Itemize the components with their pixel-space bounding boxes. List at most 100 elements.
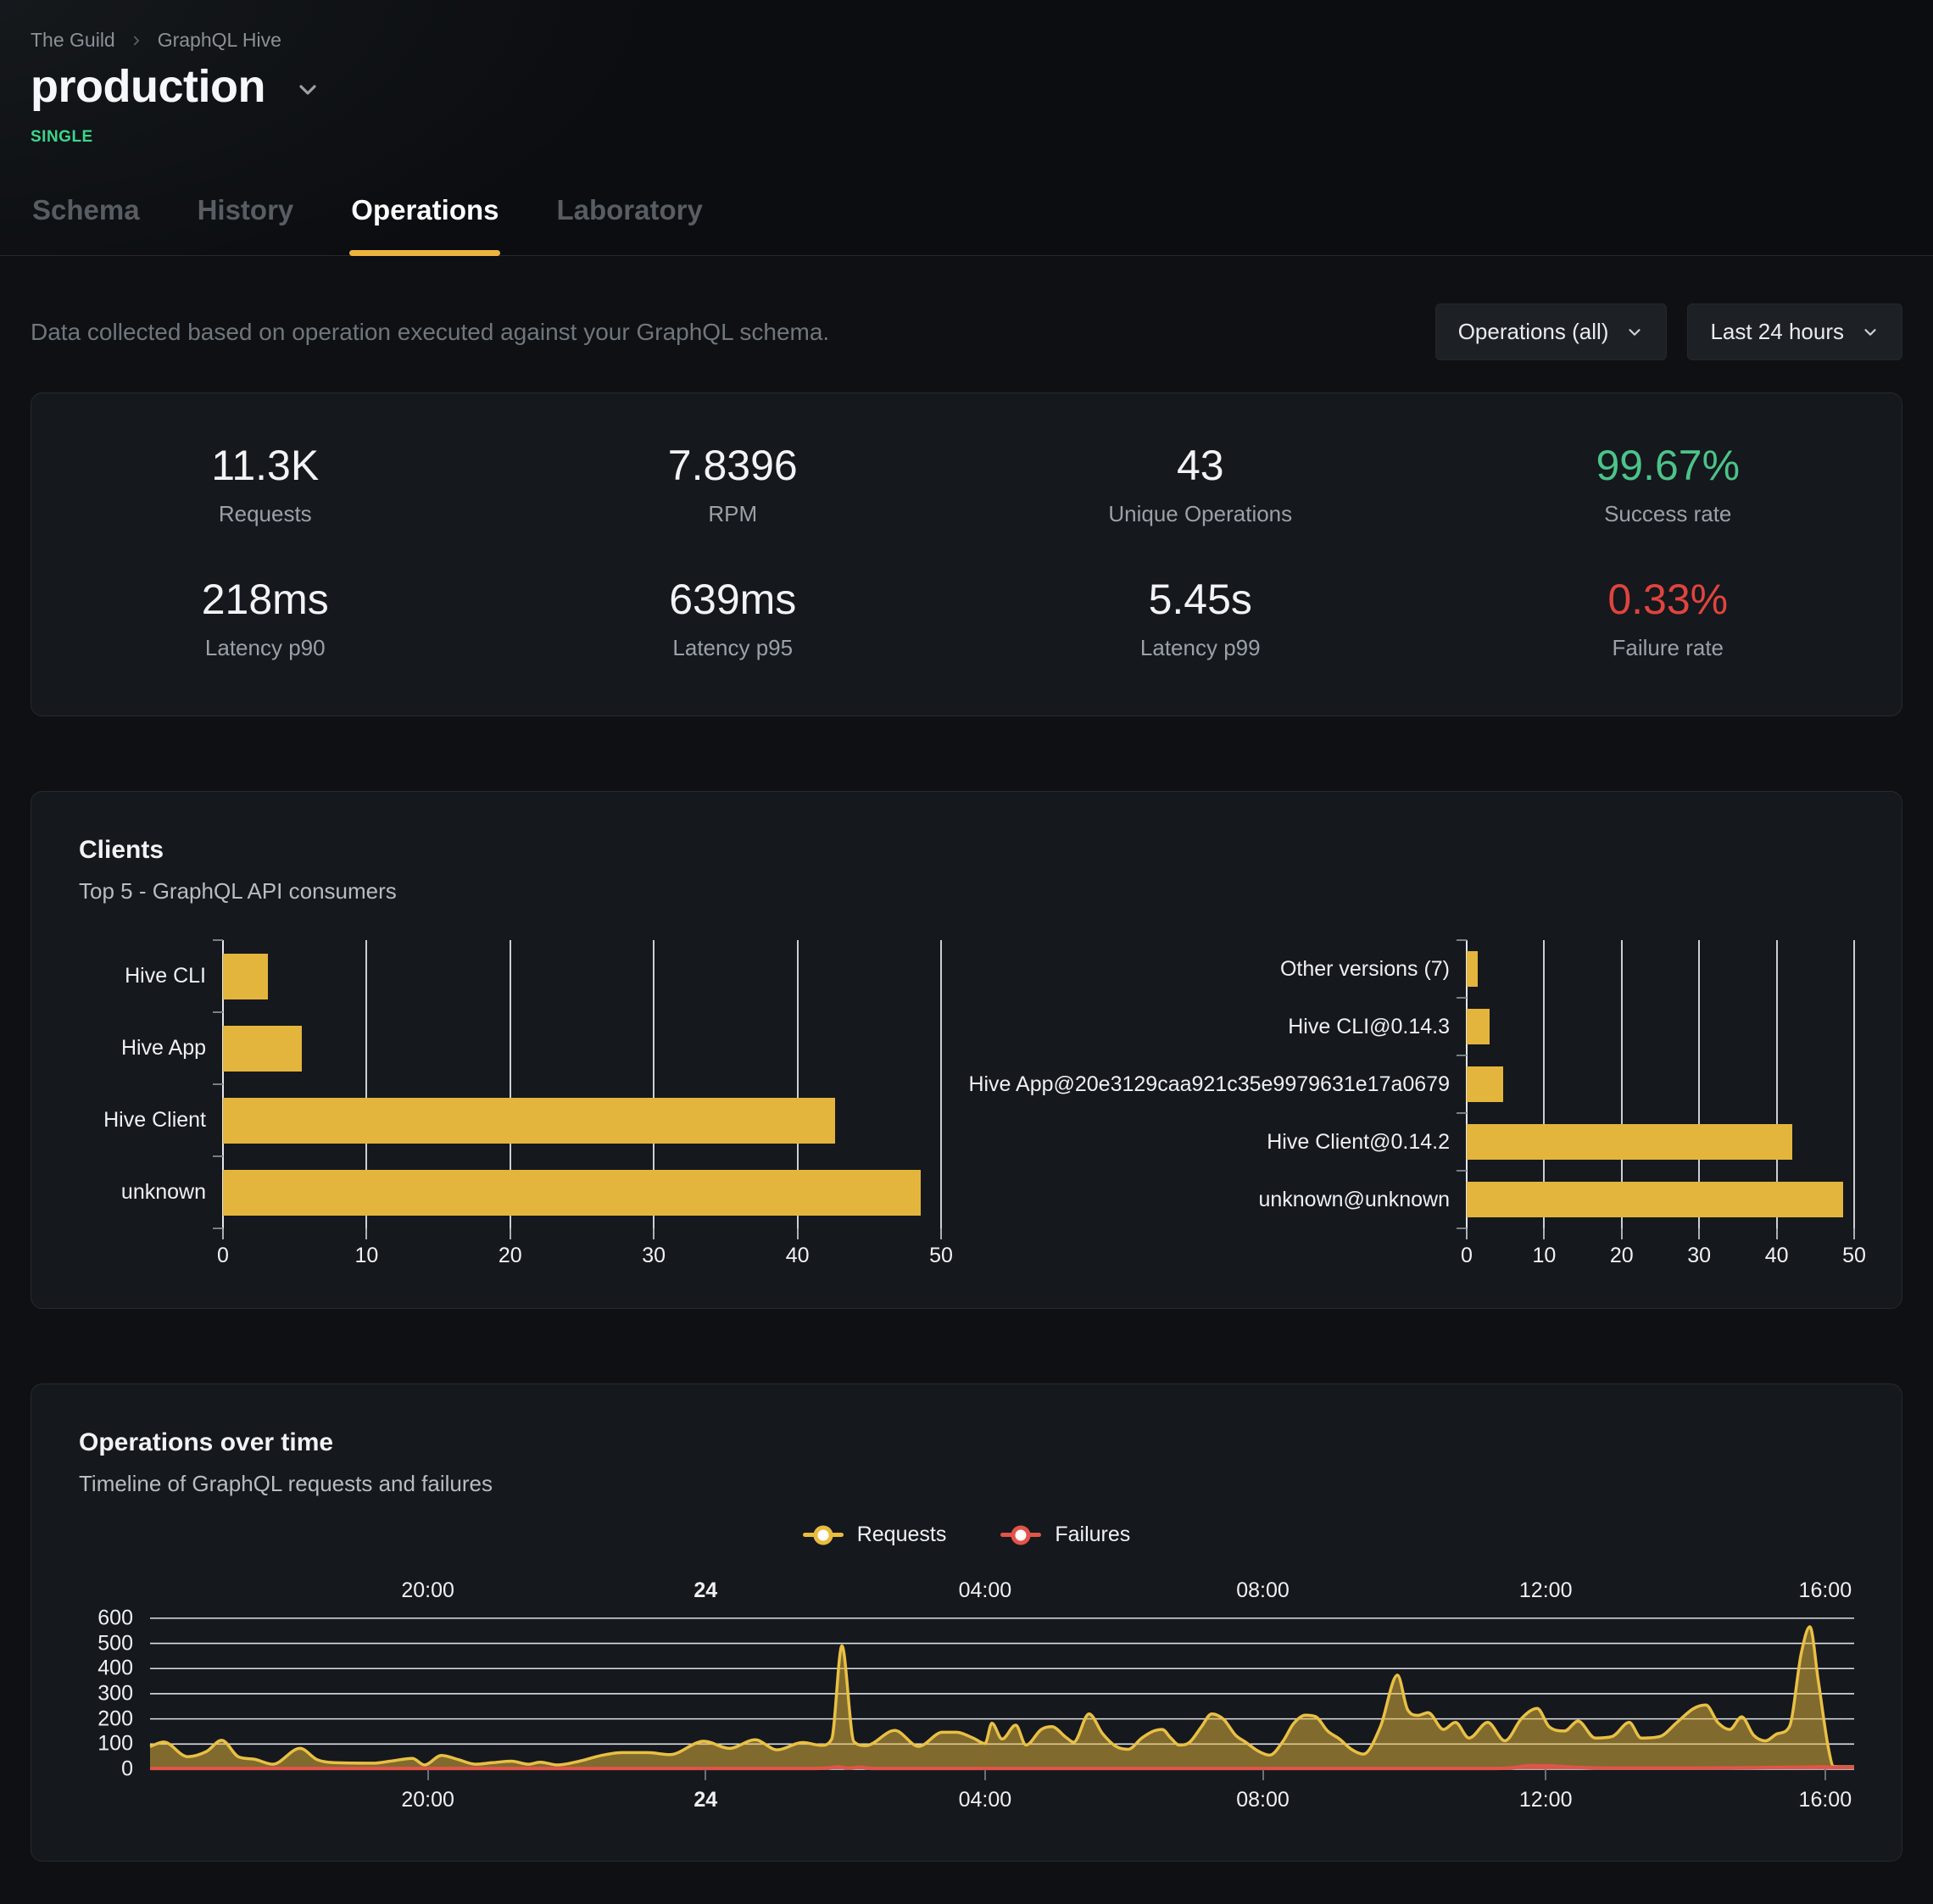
y-axis-tick xyxy=(1457,1112,1467,1114)
x-axis-tick-label: 08:00 xyxy=(1236,1578,1290,1602)
x-axis-tick-label: 12:00 xyxy=(1518,1578,1573,1602)
bar xyxy=(1467,1182,1844,1217)
x-axis-tick-label: 50 xyxy=(1842,1244,1866,1267)
requests-area xyxy=(150,1627,1854,1769)
bar-row xyxy=(223,1156,941,1228)
x-axis-tick-label: 12:00 xyxy=(1518,1788,1573,1812)
bar-category-label: Hive App@20e3129caa921c35e9979631e17a067… xyxy=(968,1072,1450,1096)
bar-category-label: unknown xyxy=(120,1180,206,1204)
chevron-right-icon xyxy=(129,33,144,48)
bar-row xyxy=(223,1084,941,1156)
bar xyxy=(1467,1124,1792,1160)
breadcrumb-project[interactable]: GraphQL Hive xyxy=(157,29,281,51)
x-axis-tick-label: 0 xyxy=(1461,1244,1473,1267)
gridline xyxy=(653,940,655,1228)
target-selector-chevron-down-icon[interactable] xyxy=(294,76,321,103)
x-axis-tick xyxy=(1698,1228,1701,1239)
bar xyxy=(1467,1066,1503,1102)
stat-latency-p90: 218ms Latency p90 xyxy=(201,576,329,661)
y-axis-tick xyxy=(213,1155,223,1157)
page-header: The Guild GraphQL Hive production SINGLE… xyxy=(0,0,1933,256)
stat-rpm: 7.8396 RPM xyxy=(667,442,798,527)
x-axis-tick xyxy=(1466,1228,1468,1239)
gridline xyxy=(1620,940,1623,1228)
requests-series-marker-icon xyxy=(802,1533,844,1537)
breadcrumb-org[interactable]: The Guild xyxy=(31,29,115,51)
gridline xyxy=(1698,940,1701,1228)
stat-unique-operations: 43 Unique Operations xyxy=(1108,442,1293,527)
operations-filter-value: Operations (all) xyxy=(1457,319,1609,344)
y-axis-tick-label: 200 xyxy=(97,1706,133,1731)
tab-history[interactable]: History xyxy=(197,194,294,225)
timeline-plot-area xyxy=(150,1608,1854,1769)
tab-schema[interactable]: Schema xyxy=(32,194,140,225)
failures-series-marker-icon xyxy=(1000,1533,1042,1537)
timeline-bottom-axis: 20:00 24 04:00 08:00 12:00 16:00 xyxy=(150,1769,1854,1825)
operations-filter-dropdown[interactable]: Operations (all) xyxy=(1434,303,1668,360)
target-type-badge: SINGLE xyxy=(31,128,93,146)
x-axis-tick-label: 40 xyxy=(785,1244,810,1267)
bar xyxy=(1467,1009,1490,1044)
operations-over-time-title: Operations over time xyxy=(79,1428,334,1456)
bar-row xyxy=(1467,1113,1854,1171)
gridline xyxy=(365,940,368,1228)
x-axis-tick-label: 50 xyxy=(929,1244,953,1267)
operations-over-time-subtitle: Timeline of GraphQL requests and failure… xyxy=(79,1471,493,1496)
x-axis-tick xyxy=(705,1769,707,1780)
x-axis-tick xyxy=(1620,1228,1623,1239)
tab-laboratory[interactable]: Laboratory xyxy=(556,194,703,225)
x-axis-tick-label: 20 xyxy=(1609,1244,1634,1267)
bar-category-label: Hive CLI xyxy=(125,964,206,988)
timeline-y-axis: 0 100 200 300 400 500 600 xyxy=(79,1606,150,1780)
bar-category-label: unknown@unknown xyxy=(1258,1187,1450,1211)
page-content: Data collected based on operation execut… xyxy=(0,303,1933,1904)
y-axis-tick xyxy=(213,1083,223,1085)
bar-category-label: Hive Client@0.14.2 xyxy=(1267,1129,1450,1154)
bar-category-label: Hive Client xyxy=(103,1108,206,1132)
x-axis-tick-label: 20:00 xyxy=(401,1578,454,1602)
x-axis-tick xyxy=(1853,1228,1855,1239)
period-filter-value: Last 24 hours xyxy=(1710,319,1844,344)
legend-item-failures[interactable]: Failures xyxy=(1000,1523,1130,1547)
bar xyxy=(223,1169,922,1216)
bar-category-label: Other versions (7) xyxy=(1279,956,1450,981)
x-axis-tick xyxy=(1543,1228,1546,1239)
tab-bar: Schema History Operations Laboratory xyxy=(0,189,1933,256)
stat-latency-p95: 639ms Latency p95 xyxy=(669,576,797,661)
y-axis-tick-label: 100 xyxy=(97,1731,133,1756)
timeline-legend: Requests Failures xyxy=(79,1523,1854,1547)
x-axis-tick xyxy=(653,1228,655,1239)
period-filter-dropdown[interactable]: Last 24 hours xyxy=(1687,303,1902,360)
x-axis-tick-label: 30 xyxy=(642,1244,666,1267)
stat-failure-rate: 0.33% Failure rate xyxy=(1607,576,1729,661)
x-axis-tick-label: 24 xyxy=(694,1578,718,1602)
y-axis-tick xyxy=(1457,1170,1467,1172)
chevron-down-icon xyxy=(1861,323,1880,342)
stat-latency-p99: 5.45s Latency p99 xyxy=(1139,576,1261,661)
y-axis-tick xyxy=(213,939,223,941)
x-axis-tick-label: 08:00 xyxy=(1236,1788,1290,1812)
x-axis-tick xyxy=(426,1769,429,1780)
clients-subtitle: Top 5 - GraphQL API consumers xyxy=(79,878,397,904)
timeline-top-axis: 20:00 24 04:00 08:00 12:00 16:00 xyxy=(150,1571,1854,1608)
y-axis-tick xyxy=(1457,939,1467,941)
stat-success-rate: 99.67% Success rate xyxy=(1596,442,1741,527)
operations-over-time-panel: Operations over time Timeline of GraphQL… xyxy=(31,1383,1902,1862)
stats-panel: 11.3K Requests 7.8396 RPM 43 Unique Oper… xyxy=(31,392,1902,716)
bar xyxy=(223,953,268,999)
bar-row xyxy=(1467,1171,1854,1228)
bar-category-label: Hive App xyxy=(120,1036,206,1060)
x-axis-tick-label: 16:00 xyxy=(1798,1578,1852,1602)
gridline xyxy=(1853,940,1855,1228)
x-axis-tick xyxy=(509,1228,511,1239)
failures-line xyxy=(150,1766,1854,1768)
legend-item-requests[interactable]: Requests xyxy=(802,1523,946,1547)
chevron-down-icon xyxy=(1625,323,1644,342)
x-axis-tick-label: 40 xyxy=(1764,1244,1789,1267)
x-axis-tick xyxy=(940,1228,942,1239)
x-axis-tick xyxy=(1775,1228,1778,1239)
y-axis-tick-label: 400 xyxy=(97,1656,133,1680)
operations-description: Data collected based on operation execut… xyxy=(31,318,830,345)
x-axis-tick-label: 0 xyxy=(217,1244,229,1267)
tab-operations[interactable]: Operations xyxy=(349,189,501,256)
